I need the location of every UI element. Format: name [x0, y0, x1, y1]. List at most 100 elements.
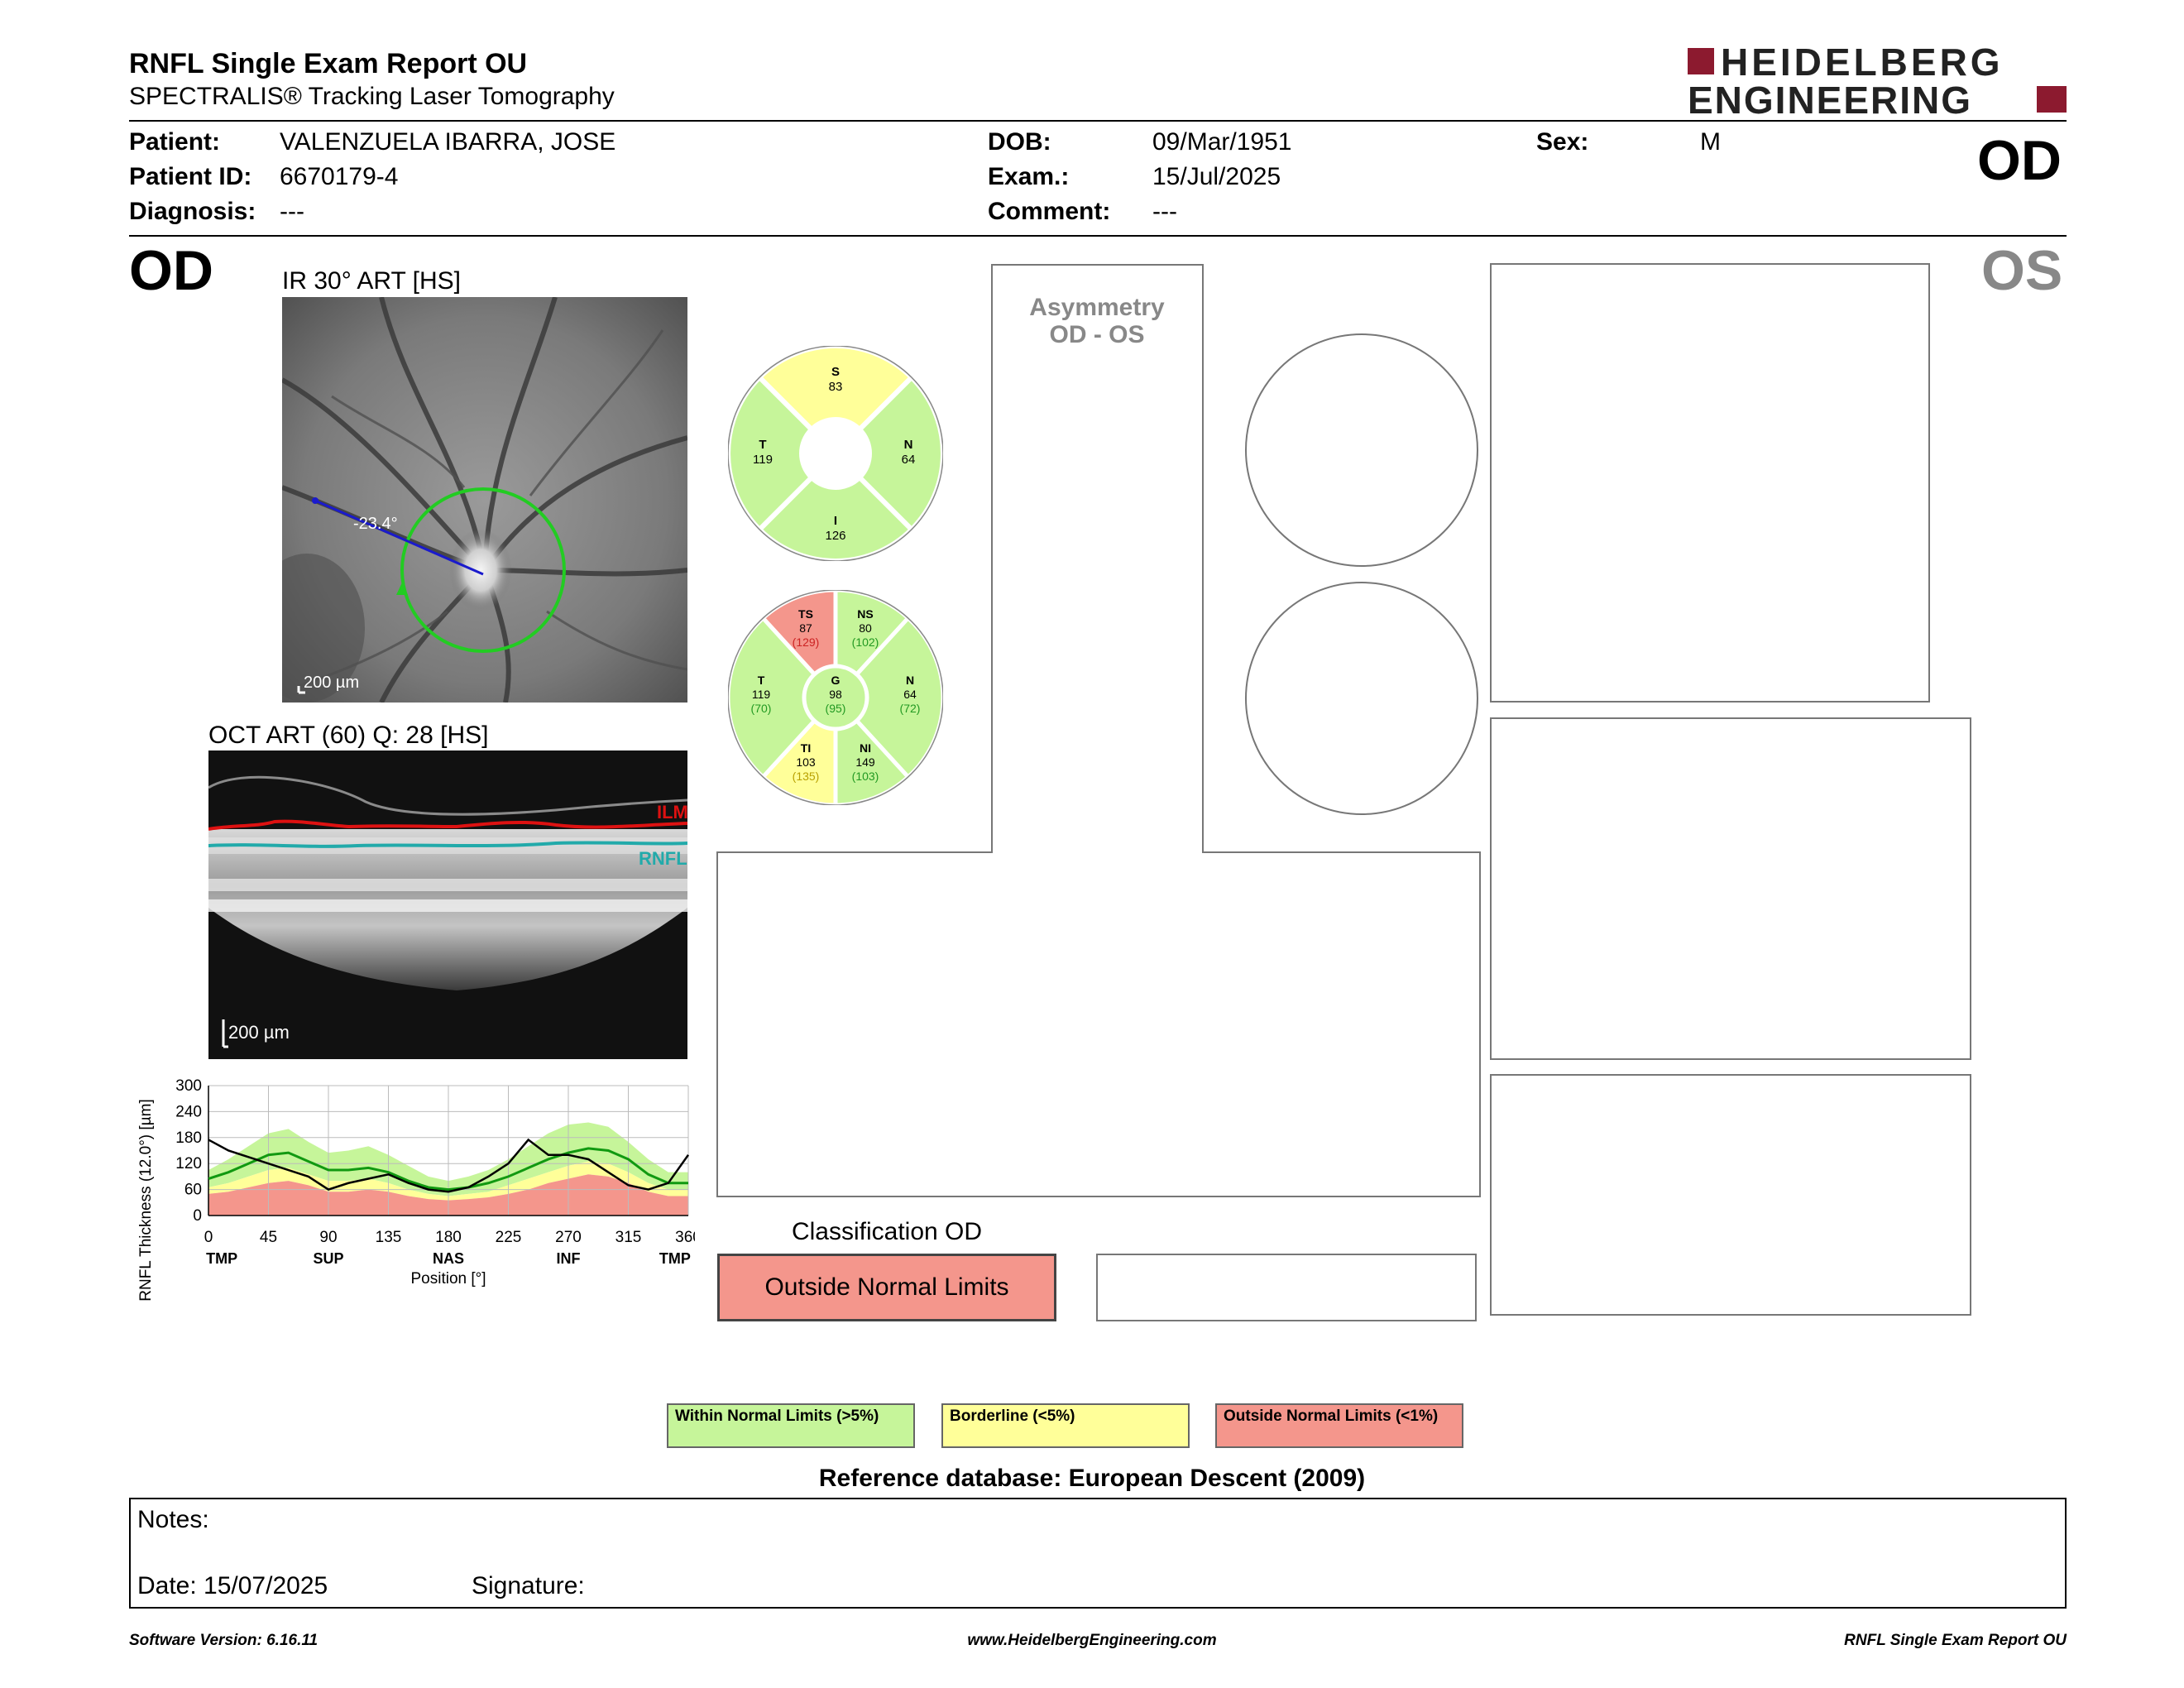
x-region-label: SUP [313, 1250, 343, 1267]
x-tick-label: 270 [555, 1229, 582, 1246]
measured-thickness-line [208, 1138, 690, 1193]
notes-label: Notes: [137, 1506, 209, 1533]
rnfl-thickness-chart: 0 60 120 180 240 300 0 45 90 135 180 225 270 315 360 TM… [132, 1076, 702, 1316]
ilm-label: ILM [657, 802, 687, 822]
asymmetry-subtitle: OD - OS [1049, 321, 1145, 348]
sector-ns-label: NS [857, 607, 873, 621]
os-eye-label: OS [1981, 239, 2063, 302]
header-eye-label: OD [1977, 129, 2062, 192]
y-tick-label: 0 [193, 1207, 202, 1225]
legend-borderline: Borderline (<5%) [941, 1403, 1190, 1448]
legend-normal: Within Normal Limits (>5%) [667, 1403, 915, 1448]
x-tick-label: 360 [675, 1229, 695, 1246]
sector-n6-label: N [906, 674, 914, 687]
sector-ti-ref: (135) [793, 770, 820, 783]
sector-ni-ref: (103) [852, 770, 879, 783]
oct-image-title: OCT ART (60) Q: 28 [HS] [208, 722, 489, 749]
patient-id: 6670179-4 [280, 163, 399, 190]
diagnosis-value: --- [280, 198, 304, 225]
sector-ts-value: 87 [799, 621, 812, 635]
sixsector-chart: TS 87 (129) NS 80 (102) N 64 (72) NI 149… [726, 587, 946, 808]
od-eye-label: OD [129, 239, 213, 302]
comment-value: --- [1152, 198, 1177, 225]
dob-label: DOB: [988, 128, 1051, 156]
patient-divider [129, 235, 2067, 237]
sector-t-value: 119 [753, 453, 773, 467]
sector-ni-value: 149 [855, 755, 875, 769]
x-tick-label: 225 [496, 1229, 522, 1246]
sector-ti-value: 103 [796, 755, 816, 769]
y-tick-label: 60 [184, 1182, 202, 1199]
report-title: RNFL Single Exam Report OU [129, 48, 528, 79]
website-link[interactable]: www.HeidelbergEngineering.com [967, 1632, 1217, 1649]
classification-result: Outside Normal Limits [717, 1254, 1056, 1321]
signature-label: Signature: [472, 1572, 585, 1599]
legend-outside: Outside Normal Limits (<1%) [1215, 1403, 1463, 1448]
reference-database: Reference database: European Descent (20… [818, 1465, 1366, 1492]
notes-box[interactable]: Notes: Date: 15/07/2025 Signature: [129, 1498, 2067, 1609]
x-tick-label: 315 [615, 1229, 642, 1246]
y-tick-label: 120 [175, 1155, 202, 1172]
dob-value: 09/Mar/1951 [1152, 128, 1292, 156]
sector-i-value: 126 [825, 529, 845, 543]
x-tick-label: 45 [260, 1229, 277, 1246]
oct-scale-label: 200 µm [228, 1022, 290, 1043]
normative-mean-line [208, 1147, 688, 1192]
sector-i-label: I [834, 514, 837, 528]
asymmetry-panel [716, 263, 1485, 1200]
sector-s-value: 83 [829, 380, 843, 394]
asymmetry-title: Asymmetry [1029, 294, 1165, 321]
os-sixsector-placeholder [1245, 582, 1478, 815]
y-axis-title: RNFL Thickness (12.0°) [µm] [137, 1099, 155, 1302]
comment-label: Comment: [988, 198, 1111, 225]
oct-bscan-image: ILM RNFL 200 µm [208, 750, 688, 1059]
os-ir-placeholder [1490, 263, 1930, 703]
x-region-label: INF [557, 1250, 581, 1267]
sector-ti-label: TI [801, 741, 811, 755]
sector-n-value: 64 [902, 453, 916, 467]
scan-circle [400, 487, 566, 653]
y-tick-label: 240 [175, 1103, 202, 1120]
sector-g-value: 98 [829, 688, 842, 701]
sector-n6-value: 64 [903, 688, 917, 701]
sector-n6-ref: (72) [900, 702, 921, 715]
sector-g-ref: (95) [826, 702, 846, 715]
x-tick-label: 0 [204, 1229, 213, 1246]
os-profile-placeholder [1490, 1074, 1971, 1316]
sector-t-label: T [759, 438, 766, 452]
rnfl-label: RNFL [639, 848, 687, 869]
exam-value: 15/Jul/2025 [1152, 163, 1281, 190]
classification-os-placeholder [1096, 1254, 1477, 1321]
y-tick-label: 300 [175, 1077, 202, 1095]
sector-global [802, 664, 869, 731]
x-region-label: TMP [659, 1250, 691, 1267]
sector-s-label: S [831, 365, 840, 379]
os-quadrant-placeholder [1245, 333, 1478, 567]
sector-ts-label: TS [798, 607, 813, 621]
sector-n-label: N [904, 438, 913, 452]
quadrant-sector-chart: S 83 N 64 I 126 T 119 [726, 343, 946, 563]
sex-label: Sex: [1536, 128, 1589, 156]
patient-id-label: Patient ID: [129, 163, 252, 190]
sector-ns-value: 80 [859, 621, 872, 635]
sector-ns-ref: (102) [852, 635, 879, 649]
ir-scale-label: 200 µm [304, 674, 359, 692]
header-divider [129, 120, 2067, 122]
sector-t6-label: T [758, 674, 765, 687]
x-region-label: NAS [433, 1250, 464, 1267]
report-subtitle: SPECTRALIS® Tracking Laser Tomography [129, 83, 615, 110]
patient-label: Patient: [129, 128, 221, 156]
sector-t6-ref: (70) [751, 702, 772, 715]
ir-image-title: IR 30° ART [HS] [282, 267, 461, 295]
logo-square-top [1688, 48, 1714, 74]
sector-g-label: G [831, 674, 841, 687]
y-tick-label: 180 [175, 1129, 202, 1147]
date-label: Date: 15/07/2025 [137, 1572, 328, 1599]
exam-label: Exam.: [988, 163, 1070, 190]
sector-t6-value: 119 [752, 688, 771, 701]
footer-report-name: RNFL Single Exam Report OU [1844, 1632, 2067, 1649]
logo-line2: ENGINEERING [1688, 79, 1973, 122]
sex-value: M [1700, 128, 1721, 156]
logo-square-bottom [2037, 86, 2067, 113]
x-tick-label: 135 [376, 1229, 402, 1246]
